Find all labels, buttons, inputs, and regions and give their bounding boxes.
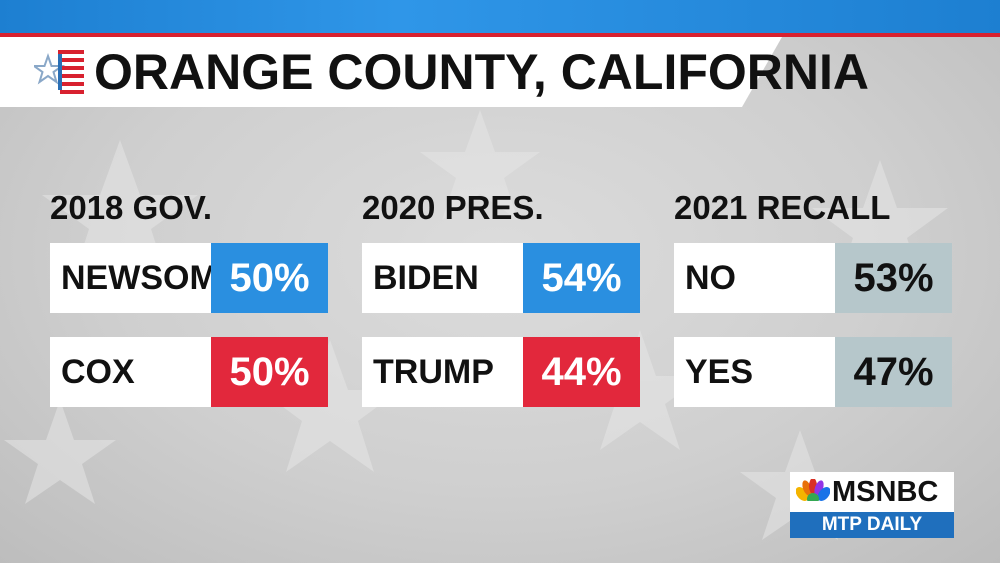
column-heading: 2021 RECALL <box>674 189 891 226</box>
page-title: ORANGE COUNTY, CALIFORNIA <box>94 44 869 100</box>
candidate-label: NO <box>685 259 736 297</box>
candidate-label: COX <box>61 353 135 391</box>
result-row-trump: TRUMP 44% <box>362 337 640 407</box>
percent-value: 47% <box>835 337 952 407</box>
column-heading: 2018 GOV. <box>50 189 213 226</box>
top-red-stripe <box>0 33 1000 37</box>
percent-value: 54% <box>523 243 640 313</box>
column-2020-pres: 2020 PRES. BIDEN 54% TRUMP 44% <box>362 186 640 407</box>
result-row-no: NO 53% <box>674 243 952 313</box>
candidate-label: TRUMP <box>373 353 494 391</box>
result-row-cox: COX 50% <box>50 337 328 407</box>
result-row-yes: YES 47% <box>674 337 952 407</box>
candidate-label: YES <box>685 353 754 391</box>
percent-value: 50% <box>211 337 328 407</box>
flag-star-icon <box>34 50 84 94</box>
candidate-label: NEWSOM <box>61 259 218 297</box>
show-name: MTP DAILY <box>790 512 954 538</box>
title-banner <box>0 37 782 107</box>
percent-value: 44% <box>523 337 640 407</box>
network-name: MSNBC <box>832 476 939 508</box>
network-logo-bar: MSNBC <box>790 472 954 512</box>
result-row-newsom: NEWSOM 50% <box>50 243 328 313</box>
percent-value: 50% <box>211 243 328 313</box>
column-2018-gov: 2018 GOV. NEWSOM 50% COX 50% <box>50 186 328 407</box>
percent-value: 53% <box>835 243 952 313</box>
result-row-biden: BIDEN 54% <box>362 243 640 313</box>
column-2021-recall: 2021 RECALL NO 53% YES 47% <box>674 186 952 407</box>
candidate-label: BIDEN <box>373 259 479 297</box>
top-blue-bar <box>0 0 1000 33</box>
column-heading: 2020 PRES. <box>362 189 544 226</box>
peacock-icon <box>796 479 830 505</box>
network-bug: MSNBC MTP DAILY <box>790 472 954 538</box>
